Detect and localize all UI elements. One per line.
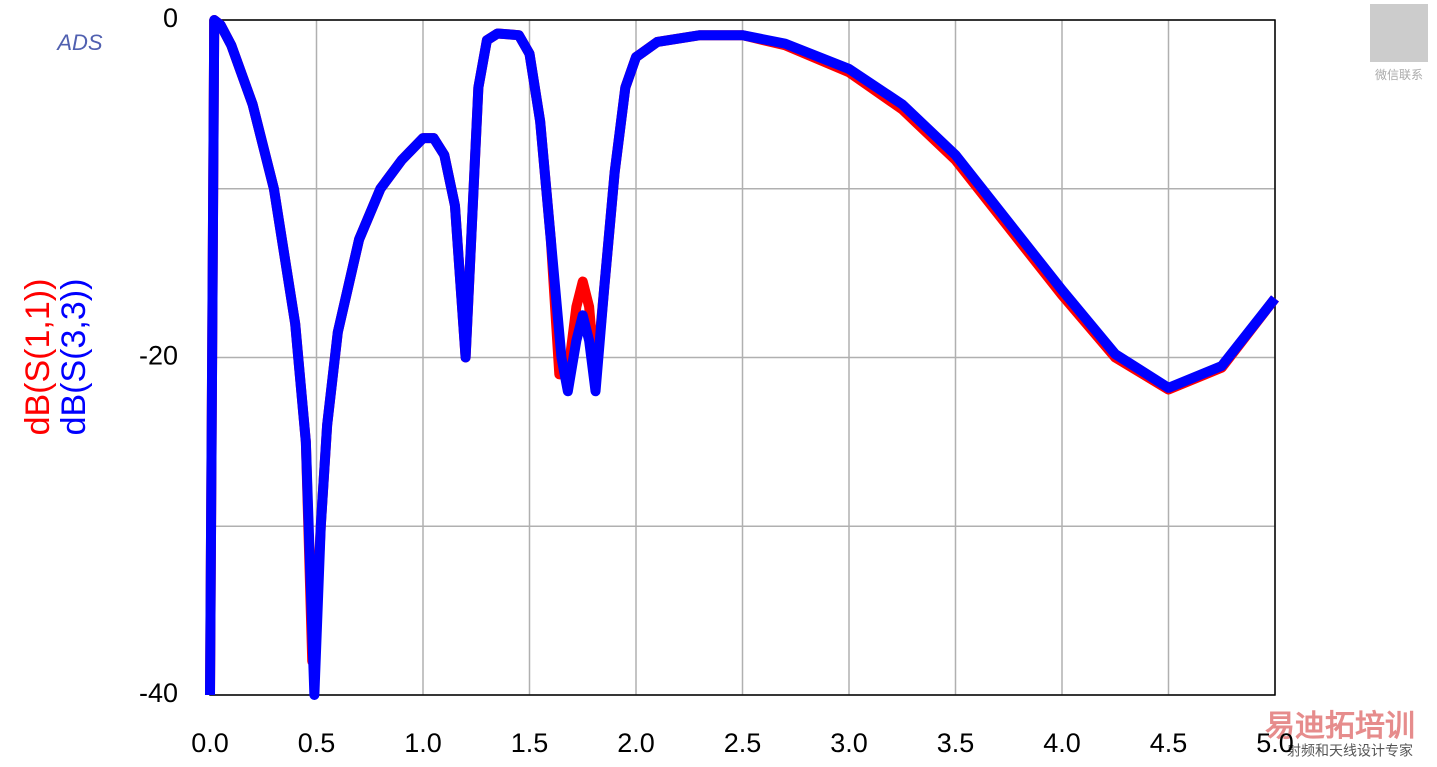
y-tick-label: -20 (139, 341, 178, 371)
y-axis-label: dB(S(1,1)) (19, 279, 57, 436)
y-axis-label: dB(S(3,3)) (55, 279, 93, 436)
x-tick-label: 4.0 (1043, 728, 1081, 758)
watermark-brand: 易迪拓培训 (1265, 709, 1415, 743)
qr-caption: 微信联系 (1375, 68, 1423, 82)
watermark-slogan: 射频和天线设计专家 (1287, 743, 1413, 759)
x-tick-label: 2.5 (724, 728, 762, 758)
x-tick-label: 3.5 (937, 728, 975, 758)
x-tick-label: 4.5 (1150, 728, 1188, 758)
qr-code (1370, 4, 1428, 62)
y-tick-label: 0 (163, 3, 178, 33)
brand: ADS (55, 30, 103, 55)
x-tick-label: 3.0 (830, 728, 868, 758)
x-tick-label: 5.0 (1256, 728, 1294, 758)
x-tick-label: 0.5 (298, 728, 336, 758)
x-tick-label: 1.5 (511, 728, 549, 758)
x-tick-label: 2.0 (617, 728, 655, 758)
series-line (205, 15, 1279, 700)
x-tick-label: 1.0 (404, 728, 442, 758)
y-tick-label: -40 (139, 678, 178, 708)
x-tick-label: 0.0 (191, 728, 229, 758)
